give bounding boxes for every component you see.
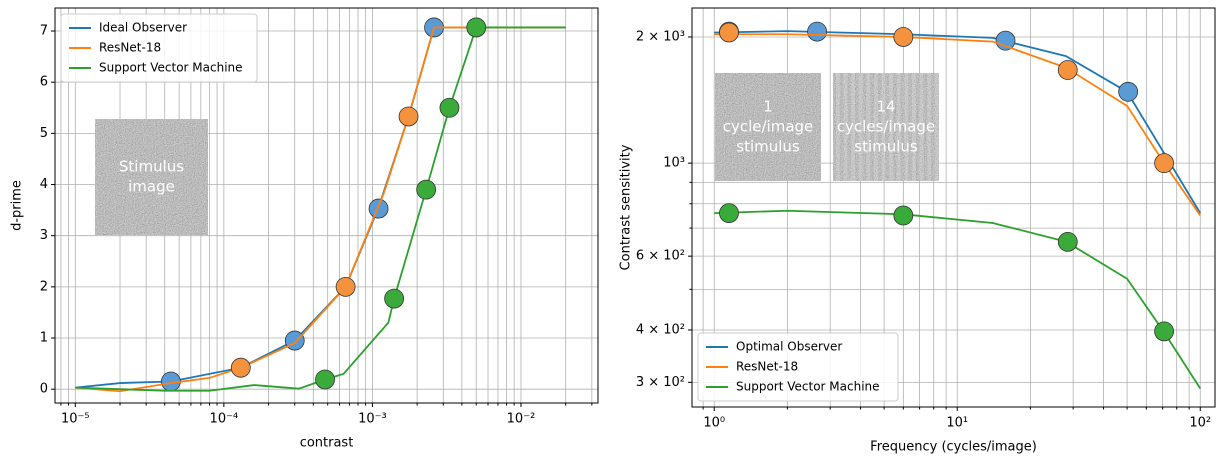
panel: 10⁻⁵ 10⁻⁴ 10⁻³ 10⁻² 0 1 2 3 4 5 6 7 contrast d-prime S… bbox=[10, 8, 599, 451]
y-tick-label: 1 bbox=[40, 331, 48, 346]
marker bbox=[417, 180, 436, 199]
page: {"chart_data": [ {"type": "line", "x_sca… bbox=[0, 0, 1222, 457]
x-tick-label: 10⁻³ bbox=[358, 412, 387, 427]
panel: 10⁰ 10¹ 10² 3 × 10² 4 × 10² 6 × 10² 10³ 2 × 10³… bbox=[619, 8, 1216, 455]
y-tick-label: 0 bbox=[40, 382, 48, 397]
marker bbox=[808, 22, 827, 41]
marker bbox=[285, 331, 304, 350]
y-tick-label: 3 bbox=[40, 228, 48, 243]
legend-label: Support Vector Machine bbox=[99, 61, 243, 75]
legend-label: Ideal Observer bbox=[99, 21, 187, 35]
y-axis-label: d-prime bbox=[10, 180, 25, 231]
y-tick-label: 10³ bbox=[663, 156, 685, 171]
x-axis-label: contrast bbox=[300, 436, 354, 451]
marker bbox=[719, 23, 738, 42]
y-tick-label: 3 × 10² bbox=[636, 375, 685, 390]
x-axis-label: Frequency (cycles/image) bbox=[870, 440, 1037, 455]
marker bbox=[316, 370, 335, 389]
marker bbox=[385, 289, 404, 308]
inset-label: 1 bbox=[763, 98, 773, 116]
marker bbox=[894, 206, 913, 225]
y-tick-label: 2 bbox=[40, 279, 48, 294]
marker bbox=[231, 358, 250, 377]
figure: 10⁻⁵ 10⁻⁴ 10⁻³ 10⁻² 0 1 2 3 4 5 6 7 contrast d-prime S… bbox=[0, 0, 1222, 457]
x-tick-label: 10⁻² bbox=[507, 412, 536, 427]
marker bbox=[719, 204, 738, 223]
marker bbox=[1058, 61, 1077, 80]
legend-label: ResNet-18 bbox=[99, 41, 161, 55]
marker bbox=[1155, 154, 1174, 173]
y-tick-label: 7 bbox=[40, 24, 48, 39]
y-tick-label: 5 bbox=[40, 126, 48, 141]
marker bbox=[1155, 322, 1174, 341]
y-tick-label: 6 bbox=[40, 75, 48, 90]
marker bbox=[1058, 232, 1077, 251]
marker bbox=[440, 98, 459, 117]
marker bbox=[336, 277, 355, 296]
y-tick-label: 4 bbox=[40, 177, 48, 192]
inset-label: Stimulus bbox=[119, 158, 184, 176]
x-tick-label: 10⁻⁴ bbox=[210, 412, 239, 427]
y-tick-label: 4 × 10² bbox=[636, 322, 685, 337]
y-tick-label: 2 × 10³ bbox=[636, 29, 685, 44]
y-tick-label: 6 × 10² bbox=[636, 249, 685, 264]
inset-label: stimulus bbox=[854, 138, 918, 156]
x-tick-label: 10² bbox=[1189, 416, 1211, 431]
x-tick-label: 10⁻⁵ bbox=[61, 412, 90, 427]
legend-label: Optimal Observer bbox=[736, 340, 842, 354]
inset-label: cycle/image bbox=[723, 118, 814, 136]
marker bbox=[369, 199, 388, 218]
marker bbox=[467, 18, 486, 37]
marker bbox=[894, 27, 913, 46]
x-tick-label: 10¹ bbox=[946, 416, 968, 431]
inset-label: cycles/image bbox=[837, 118, 935, 136]
marker bbox=[399, 107, 418, 126]
y-axis-label: Contrast sensitivity bbox=[619, 144, 634, 270]
inset-label: 14 bbox=[876, 98, 895, 116]
marker bbox=[1119, 82, 1138, 101]
legend-label: Support Vector Machine bbox=[736, 380, 880, 394]
inset-label: image bbox=[128, 178, 175, 196]
marker bbox=[996, 31, 1015, 50]
legend-label: ResNet-18 bbox=[736, 360, 798, 374]
x-tick-label: 10⁰ bbox=[703, 416, 725, 431]
inset-label: stimulus bbox=[736, 138, 800, 156]
